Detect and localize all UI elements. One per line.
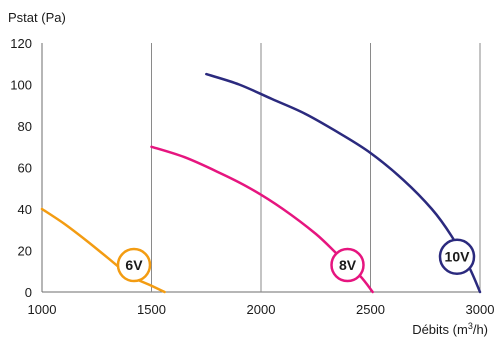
y-tick-label-120: 120 [10, 36, 32, 51]
y-tick-label-100: 100 [10, 78, 32, 93]
x-axis-title: Débits (m3/h) [412, 321, 488, 337]
x-tick-label-1500: 1500 [137, 302, 166, 317]
x-axis-title-tail: /h) [473, 322, 488, 337]
badge-10v [438, 238, 476, 275]
y-tick-label-80: 80 [18, 119, 32, 134]
y-axis-title: Pstat (Pa) [8, 10, 66, 25]
x-axis-title-main: Débits (m [412, 322, 468, 337]
badge-label-8v: 8V [339, 257, 357, 273]
x-tick-label-2000: 2000 [247, 302, 276, 317]
y-tick-label-20: 20 [18, 244, 32, 259]
y-tick-label-60: 60 [18, 161, 32, 176]
badges-layer: 6V 8V 10V [116, 238, 476, 283]
x-tick-label-1000: 1000 [28, 302, 57, 317]
x-axis-title-superscript: 3 [468, 321, 473, 331]
badge-8v [330, 247, 365, 283]
badge-label-10v: 10V [445, 249, 471, 265]
badge-label-6v: 6V [125, 257, 143, 273]
x-tick-label-2500: 2500 [356, 302, 385, 317]
tick-labels-layer: 0 20 40 60 80 100 120 1000 1500 2000 2500 3000 [10, 36, 494, 317]
grid-layer [41, 43, 481, 293]
curve-6v [40, 207, 166, 294]
x-tick-label-3000: 3000 [466, 302, 495, 317]
y-tick-label-0: 0 [25, 285, 32, 300]
y-tick-label-40: 40 [18, 202, 32, 217]
badge-6v [116, 247, 152, 283]
